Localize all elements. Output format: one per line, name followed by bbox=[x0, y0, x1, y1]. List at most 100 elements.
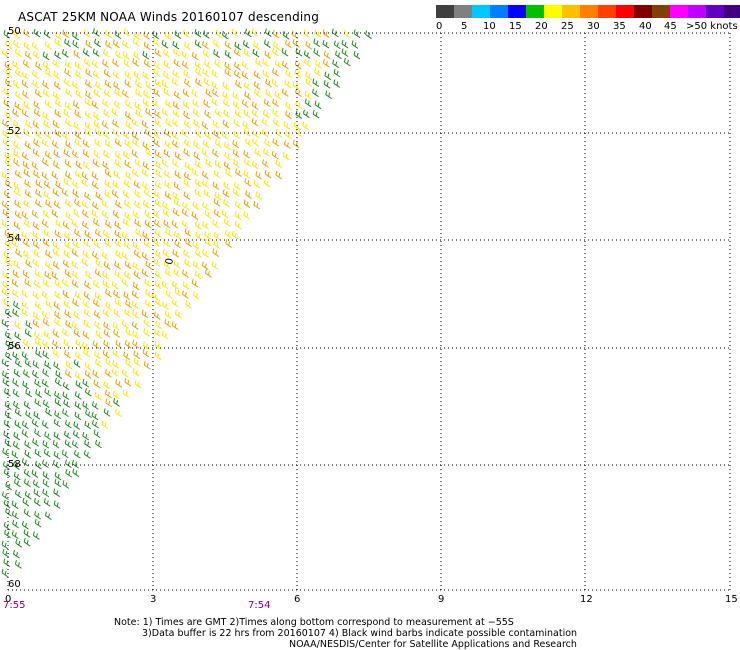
wind-barb bbox=[124, 70, 132, 80]
wind-barb bbox=[12, 108, 20, 118]
wind-barb bbox=[4, 61, 12, 71]
wind-barb bbox=[114, 239, 122, 248]
wind-barb bbox=[93, 218, 100, 227]
wind-barb bbox=[105, 398, 113, 408]
wind-barb bbox=[295, 88, 302, 97]
wind-barb bbox=[32, 79, 39, 89]
wind-barb bbox=[103, 69, 111, 78]
wind-barb bbox=[125, 120, 132, 130]
wind-barb bbox=[104, 139, 112, 149]
chart-title: ASCAT 25KM NOAA Winds 20160107 descendin… bbox=[18, 10, 320, 24]
wind-barb bbox=[115, 200, 122, 209]
wind-barb bbox=[5, 40, 12, 50]
wind-barb bbox=[124, 111, 132, 120]
wind-barb bbox=[313, 38, 321, 48]
wind-barb bbox=[55, 98, 62, 108]
wind-barb bbox=[3, 190, 11, 199]
wind-barb bbox=[261, 128, 269, 138]
wind-barb bbox=[152, 30, 160, 40]
wind-barb bbox=[84, 121, 92, 130]
wind-barb bbox=[35, 199, 42, 208]
wind-barb bbox=[244, 138, 252, 147]
wind-barb bbox=[25, 388, 33, 398]
wind-barb bbox=[151, 99, 159, 108]
wind-barb bbox=[121, 231, 129, 241]
wind-barb bbox=[13, 221, 21, 230]
wind-barb bbox=[15, 48, 22, 58]
wind-barb bbox=[82, 48, 90, 57]
wind-barb bbox=[92, 28, 100, 37]
wind-barb bbox=[142, 71, 150, 80]
wind-barb bbox=[33, 488, 41, 498]
wind-barb bbox=[303, 29, 311, 39]
wind-barb bbox=[125, 100, 132, 109]
wind-barb bbox=[75, 339, 83, 348]
wind-barb bbox=[54, 310, 61, 320]
wind-barb bbox=[32, 221, 40, 230]
wind-barb bbox=[82, 401, 90, 410]
wind-barb bbox=[224, 50, 232, 59]
wind-barb bbox=[62, 408, 69, 418]
wind-barb bbox=[93, 279, 100, 289]
wind-barb bbox=[213, 130, 221, 139]
wind-barb bbox=[15, 248, 23, 258]
wind-barb bbox=[94, 291, 102, 301]
wind-barb bbox=[232, 91, 240, 101]
wind-barb bbox=[142, 50, 150, 60]
wind-barb bbox=[62, 480, 70, 489]
wind-barb bbox=[242, 40, 250, 49]
wind-barb bbox=[12, 289, 19, 298]
wind-barb bbox=[171, 220, 179, 229]
wind-barb bbox=[45, 407, 52, 417]
wind-barb bbox=[162, 208, 170, 217]
wind-barb bbox=[102, 130, 110, 139]
wind-barb bbox=[143, 90, 150, 99]
wind-barb bbox=[14, 489, 22, 499]
wind-barb bbox=[131, 131, 139, 141]
wind-barb bbox=[315, 60, 322, 69]
wind-barb bbox=[194, 60, 202, 70]
wind-barb bbox=[182, 290, 189, 299]
wind-barb bbox=[43, 180, 51, 189]
wind-barb bbox=[83, 291, 91, 300]
wind-barb bbox=[64, 231, 71, 240]
lon-label-3: 3 bbox=[150, 594, 157, 605]
wind-barb bbox=[201, 148, 209, 157]
wind-barb bbox=[214, 59, 222, 69]
wind-barb bbox=[171, 298, 179, 308]
wind-barb bbox=[71, 279, 79, 288]
wind-barb bbox=[333, 40, 341, 50]
wind-barb bbox=[12, 388, 20, 398]
wind-barb bbox=[14, 408, 22, 417]
wind-barb bbox=[5, 340, 13, 349]
wind-barb bbox=[254, 148, 262, 157]
wind-barb bbox=[65, 360, 73, 370]
wind-barb bbox=[162, 301, 169, 310]
wind-barb bbox=[3, 499, 11, 509]
wind-barb bbox=[222, 81, 230, 91]
wind-barb bbox=[141, 309, 149, 319]
wind-barb bbox=[35, 389, 43, 398]
wind-barb bbox=[154, 109, 161, 119]
wind-barb bbox=[1, 540, 9, 550]
wind-barb bbox=[134, 379, 142, 389]
wind-barb bbox=[182, 100, 190, 109]
wind-barb bbox=[124, 270, 131, 280]
wind-barb bbox=[153, 68, 161, 77]
wind-barb bbox=[174, 288, 182, 297]
wind-barb bbox=[4, 240, 12, 249]
wind-barb bbox=[112, 180, 120, 189]
wind-barb bbox=[32, 531, 40, 540]
wind-barb bbox=[184, 228, 192, 237]
wind-barb bbox=[232, 100, 240, 109]
wind-barb bbox=[211, 69, 219, 79]
wind-barb bbox=[155, 169, 163, 178]
wind-barb bbox=[64, 159, 72, 168]
wind-barb bbox=[54, 81, 61, 90]
wind-barb bbox=[264, 169, 272, 179]
wind-barb bbox=[72, 270, 79, 280]
wind-barb bbox=[332, 59, 339, 69]
wind-barb bbox=[125, 299, 132, 309]
wind-barb bbox=[104, 79, 112, 89]
